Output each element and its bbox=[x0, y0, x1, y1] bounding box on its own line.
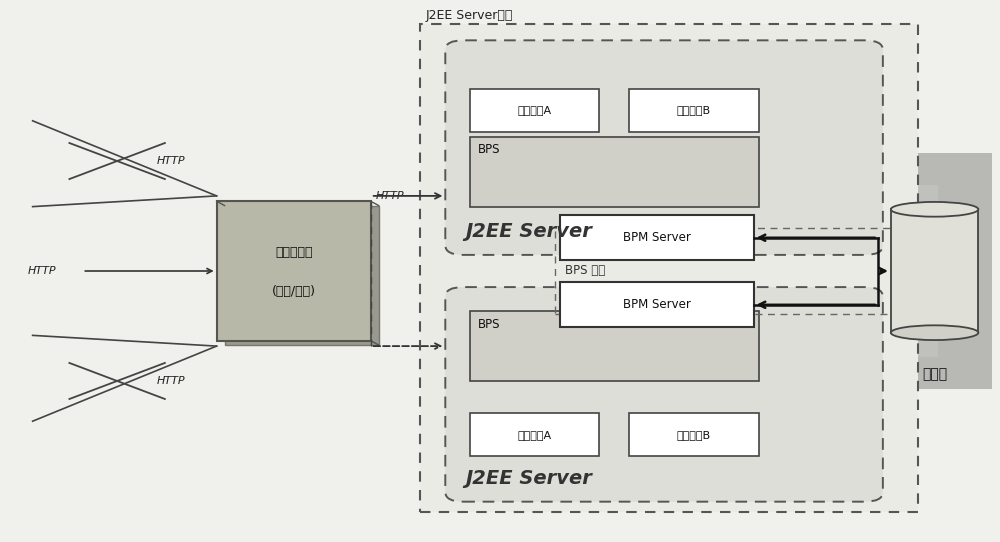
Text: 业务功能A: 业务功能A bbox=[518, 430, 552, 440]
Bar bbox=[217, 201, 371, 341]
Text: 业务功能A: 业务功能A bbox=[518, 105, 552, 115]
Text: 数据库: 数据库 bbox=[922, 367, 947, 382]
Ellipse shape bbox=[891, 202, 978, 217]
Bar bbox=[470, 137, 759, 207]
Text: BPS 集群: BPS 集群 bbox=[565, 264, 605, 278]
Bar bbox=[225, 205, 379, 345]
Bar bbox=[891, 209, 978, 333]
Bar bbox=[629, 88, 759, 132]
Text: J2EE Server: J2EE Server bbox=[465, 223, 592, 242]
Text: HTTP: HTTP bbox=[28, 266, 56, 276]
Text: 负载均衡器: 负载均衡器 bbox=[275, 246, 312, 259]
Text: BPS: BPS bbox=[478, 318, 501, 331]
Text: J2EE Server: J2EE Server bbox=[465, 469, 592, 488]
Text: HTTP: HTTP bbox=[157, 376, 186, 386]
Bar bbox=[470, 413, 599, 456]
Text: BPS: BPS bbox=[478, 143, 501, 156]
Text: (硬件/软件): (硬件/软件) bbox=[272, 285, 316, 298]
Text: BPM Server: BPM Server bbox=[623, 231, 691, 244]
Ellipse shape bbox=[891, 325, 978, 340]
Bar bbox=[555, 185, 938, 357]
Text: HTTP: HTTP bbox=[376, 191, 404, 201]
Text: J2EE Server集群: J2EE Server集群 bbox=[425, 9, 513, 22]
Bar bbox=[560, 282, 754, 327]
FancyBboxPatch shape bbox=[445, 40, 883, 255]
Bar bbox=[878, 153, 992, 389]
Bar bbox=[470, 88, 599, 132]
Text: HTTP: HTTP bbox=[157, 156, 186, 166]
Text: 业务功能B: 业务功能B bbox=[677, 430, 711, 440]
Bar bbox=[629, 413, 759, 456]
Text: 业务功能B: 业务功能B bbox=[677, 105, 711, 115]
Bar bbox=[470, 311, 759, 381]
Text: BPM Server: BPM Server bbox=[623, 298, 691, 311]
Bar bbox=[555, 228, 923, 314]
FancyBboxPatch shape bbox=[445, 287, 883, 502]
Bar bbox=[560, 215, 754, 260]
Bar bbox=[420, 24, 918, 512]
